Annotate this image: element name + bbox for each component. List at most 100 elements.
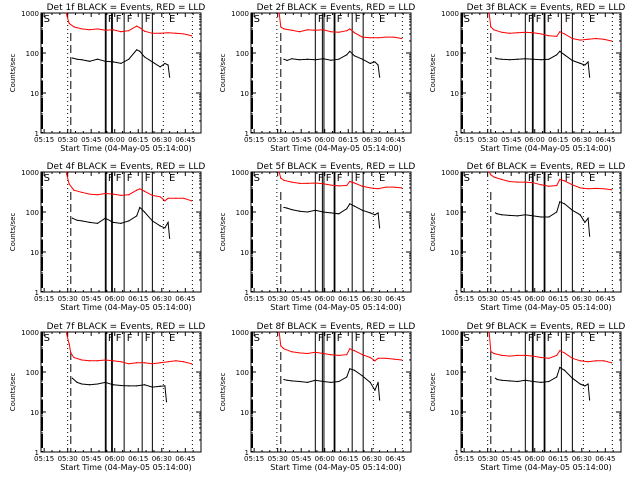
series-lld-point	[610, 189, 613, 191]
series-lld-point	[291, 181, 293, 183]
series-events-point	[314, 379, 316, 381]
series-events-point	[532, 215, 534, 217]
x-axis-label: Start Time (04-May-05 05:14:00)	[480, 303, 611, 312]
series-events-point	[291, 58, 293, 60]
panel-title: Det 8f BLACK = Events, RED = LLD	[257, 322, 416, 332]
y-tick-label: 1	[455, 449, 459, 457]
plot-frame	[460, 331, 622, 453]
series-lld-point	[524, 354, 526, 357]
series-events-point	[587, 217, 589, 219]
series-lld-point	[346, 30, 348, 32]
series-events-point	[164, 227, 166, 229]
series-events-point	[159, 385, 161, 387]
series-events-line	[283, 368, 381, 401]
series-lld-point	[151, 194, 153, 197]
event-marker-f: F	[337, 333, 343, 344]
x-tick-label: 06:45	[595, 295, 615, 303]
event-marker-f: F	[326, 14, 332, 25]
y-tick-label: 1	[245, 289, 249, 297]
series-events-point	[314, 59, 316, 61]
x-tick-label: 06:30	[152, 136, 172, 144]
series-events-point	[96, 383, 99, 385]
series-lld-point	[65, 331, 67, 333]
y-tick-label: 10	[240, 90, 249, 98]
series-events-point	[369, 62, 371, 64]
series-lld-point	[532, 355, 534, 357]
series-lld-point	[143, 190, 146, 192]
series-events-point	[377, 64, 379, 66]
series-events-point	[322, 58, 324, 60]
x-axis-label: Start Time (04-May-05 05:14:00)	[480, 144, 611, 153]
series-lld-point	[338, 31, 340, 33]
series-lld-point	[393, 358, 395, 360]
series-lld-point	[369, 37, 371, 39]
series-lld-point	[516, 32, 519, 34]
series-events-point	[579, 214, 581, 216]
series-lld-point	[490, 350, 492, 352]
series-events-point	[494, 57, 497, 59]
x-tick-label: 06:00	[315, 295, 335, 303]
y-axis-label: Counts/sec	[9, 213, 17, 252]
y-tick-label: 1	[455, 130, 459, 138]
x-tick-label: 06:15	[548, 136, 568, 144]
series-lld-point	[556, 354, 558, 357]
series-lld-point	[488, 331, 490, 333]
series-lld-point	[104, 192, 106, 195]
series-events-point	[563, 369, 566, 371]
series-lld-point	[361, 354, 363, 356]
event-marker-e: E	[589, 14, 595, 25]
series-events-point	[524, 58, 526, 60]
series-events-point	[563, 54, 566, 56]
event-marker-e: E	[379, 173, 385, 184]
series-lld-point	[516, 354, 519, 357]
series-lld-point	[136, 189, 138, 191]
x-tick-label: 06:45	[175, 455, 195, 463]
series-lld-point	[353, 32, 356, 34]
series-events-point	[286, 207, 288, 209]
event-marker-e: E	[589, 333, 595, 344]
series-lld-point	[278, 171, 280, 173]
series-events-line	[495, 366, 591, 401]
series-lld-point	[96, 194, 99, 196]
y-tick-label: 10	[240, 409, 249, 417]
series-lld-point	[369, 187, 371, 189]
y-axis-label: Counts/sec	[219, 373, 227, 412]
series-lld-point	[349, 28, 351, 30]
y-tick-label: 100	[26, 369, 39, 377]
x-tick-label: 05:15	[34, 136, 54, 144]
series-lld-point	[280, 345, 282, 347]
series-lld-point	[112, 360, 114, 362]
series-lld-point	[338, 185, 340, 187]
series-lld-point	[81, 191, 83, 193]
series-events-point	[587, 383, 589, 385]
series-events-point	[369, 212, 371, 214]
series-lld-point	[167, 32, 169, 34]
event-marker-f: F	[318, 14, 324, 25]
series-events-point	[76, 381, 78, 383]
event-marker-f: F	[528, 173, 534, 184]
series-lld-point	[190, 200, 193, 202]
event-marker-s: S	[44, 173, 50, 184]
series-lld-point	[291, 351, 293, 353]
x-tick-label: 05:45	[81, 295, 101, 303]
series-lld-point	[385, 186, 387, 188]
series-events-point	[540, 216, 542, 218]
event-marker-f: F	[528, 333, 534, 344]
x-tick-label: 06:15	[128, 455, 148, 463]
series-events-point	[120, 384, 122, 387]
series-events-point	[143, 56, 146, 58]
series-events-point	[532, 58, 534, 60]
series-events-point	[559, 50, 561, 52]
series-lld-point	[493, 29, 495, 31]
series-lld-point	[306, 352, 309, 355]
series-events-point	[377, 212, 379, 214]
series-events-point	[71, 57, 73, 59]
series-lld-point	[361, 185, 363, 187]
series-events-point	[96, 222, 99, 224]
x-tick-label: 05:15	[34, 455, 54, 463]
series-events-point	[120, 62, 122, 64]
series-events-point	[89, 384, 91, 386]
series-lld-point	[164, 200, 166, 202]
series-lld-point	[400, 187, 403, 189]
series-lld-point	[68, 183, 70, 185]
